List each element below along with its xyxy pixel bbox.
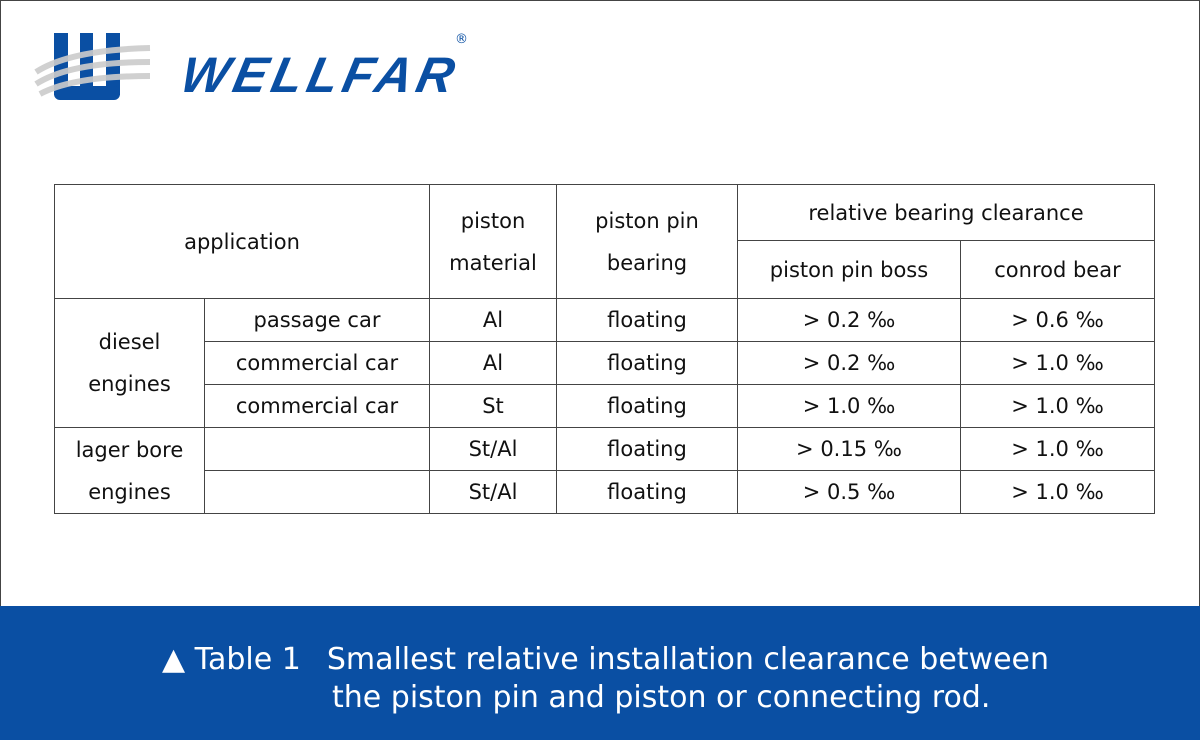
cell-application: passage car [204, 298, 430, 342]
group-label-lager-bore: lager bore engines [54, 427, 205, 514]
table-row: diesel engines passage car Al floating > … [54, 298, 1155, 428]
table-row: lager bore engines St/Al floating > 0.15 … [54, 427, 1155, 514]
cell-material: St/Al [429, 427, 557, 471]
cell-bearing: floating [556, 384, 738, 428]
cell-material: St [429, 384, 557, 428]
wellfar-logo: WELLFAR ® [30, 28, 480, 108]
table-row: commercial car St floating > 1.0 ‰ > 1.0… [55, 384, 1155, 428]
cell-boss: > 0.2 ‰ [737, 341, 961, 385]
cell-conrod: > 1.0 ‰ [960, 427, 1155, 471]
subheader-row: piston pin boss conrod bear [55, 240, 1155, 299]
logo-emblem-icon [34, 33, 151, 100]
cell-material: Al [429, 341, 557, 385]
cell-bearing: floating [556, 470, 738, 514]
header-conrod-bear: conrod bear [960, 240, 1155, 299]
group-label-diesel: diesel engines [54, 298, 205, 428]
caption-label: ▲ Table 1 [162, 642, 301, 677]
cell-bearing: floating [556, 427, 738, 471]
cell-bearing: floating [556, 298, 738, 342]
cell-boss: > 1.0 ‰ [737, 384, 961, 428]
cell-material: Al [429, 298, 557, 342]
header-row: application piston material piston pin bea… [54, 184, 1155, 299]
cell-conrod: > 1.0 ‰ [960, 341, 1155, 385]
header-piston-pin-bearing: piston pin bearing [556, 184, 738, 299]
cell-material: St/Al [429, 470, 557, 514]
caption-banner: ▲ Table 1 Smallest relative installation … [0, 606, 1200, 740]
cell-application: commercial car [204, 384, 430, 428]
cell-conrod: > 0.6 ‰ [960, 298, 1155, 342]
caption-line-2: the piston pin and piston or connecting … [332, 680, 991, 715]
cell-conrod: > 1.0 ‰ [960, 384, 1155, 428]
cell-bearing: floating [556, 341, 738, 385]
caption-line-1: ▲ Table 1 Smallest relative installation … [162, 642, 1050, 677]
cell-application [204, 427, 430, 471]
logo-wordmark: WELLFAR [176, 47, 465, 103]
cell-application [204, 470, 430, 514]
registered-mark: ® [455, 32, 468, 47]
cell-boss: > 0.15 ‰ [737, 427, 961, 471]
table-row: commercial car Al floating > 0.2 ‰ > 1.0… [55, 341, 1155, 385]
cell-boss: > 0.2 ‰ [737, 298, 961, 342]
header-piston-pin-boss: piston pin boss [737, 240, 961, 299]
table-row: St/Al floating > 0.5 ‰ > 1.0 ‰ [55, 470, 1155, 514]
cell-boss: > 0.5 ‰ [737, 470, 961, 514]
header-relative-bearing-clearance: relative bearing clearance [737, 184, 1155, 241]
cell-conrod: > 1.0 ‰ [960, 470, 1155, 514]
header-application: application [54, 184, 430, 299]
header-piston-material: piston material [429, 184, 557, 299]
cell-application: commercial car [204, 341, 430, 385]
clearance-table: application piston material piston pin bea… [54, 184, 1155, 514]
